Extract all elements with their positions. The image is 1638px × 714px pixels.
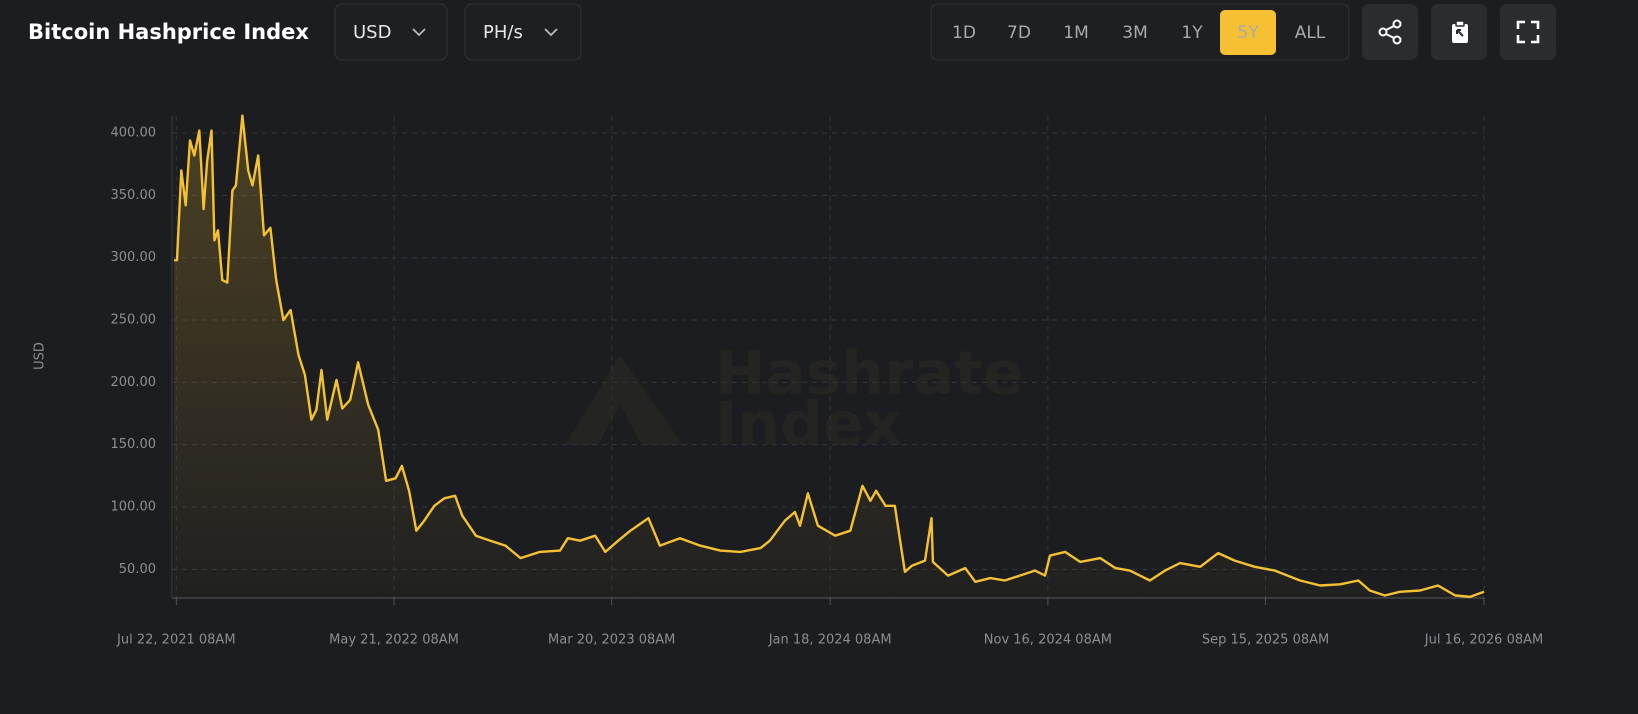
y-axis-label: USD <box>33 342 48 370</box>
fullscreen-button[interactable] <box>1500 4 1556 60</box>
range-button[interactable]: ALL <box>1295 23 1326 43</box>
x-tick-label: Jul 22, 2021 08AM <box>116 633 236 648</box>
chart-title: Bitcoin Hashprice Index <box>28 20 309 44</box>
unit-dropdown[interactable]: PH/s <box>464 3 582 61</box>
watermark-text: Index <box>715 390 902 460</box>
area-fill <box>174 115 1485 598</box>
watermark-text: Hashrate <box>715 339 1024 409</box>
dropdown-label[interactable]: USD <box>353 22 391 43</box>
y-tick-label: 350.00 <box>111 188 157 203</box>
y-tick-label: 50.00 <box>119 562 156 577</box>
dropdown-label[interactable]: PH/s <box>483 22 523 43</box>
range-button[interactable]: 1M <box>1063 23 1088 43</box>
y-tick-label: 300.00 <box>111 250 157 265</box>
share-button[interactable] <box>1362 4 1418 60</box>
x-tick-label: Sep 15, 2025 08AM <box>1202 633 1329 648</box>
y-tick-label: 200.00 <box>111 375 157 390</box>
range-button[interactable]: 1D <box>952 23 976 43</box>
x-tick-label: May 21, 2022 08AM <box>329 633 459 648</box>
x-tick-label: Mar 20, 2023 08AM <box>548 633 675 648</box>
chevron-icon <box>544 28 558 37</box>
y-tick-label: 400.00 <box>111 126 157 141</box>
x-tick-label: Jan 18, 2024 08AM <box>768 633 892 648</box>
range-button[interactable]: 5Y <box>1237 23 1259 43</box>
range-button[interactable]: 3M <box>1122 23 1147 43</box>
line <box>174 114 1485 598</box>
range-button[interactable]: 1Y <box>1181 23 1203 43</box>
chevron-icon <box>412 28 426 37</box>
y-tick-label: 100.00 <box>111 500 157 515</box>
y-tick-label: 150.00 <box>111 437 157 452</box>
watermark: Hashrate Index <box>565 339 1024 460</box>
currency-dropdown[interactable]: USD <box>334 3 448 61</box>
copy-button[interactable] <box>1431 4 1487 60</box>
range-button-active[interactable] <box>1220 10 1276 55</box>
x-tick-label: Jul 16, 2026 08AM <box>1424 633 1544 648</box>
x-tick-label: Nov 16, 2024 08AM <box>984 633 1112 648</box>
range-button[interactable]: 7D <box>1007 23 1031 43</box>
y-tick-label: 250.00 <box>111 313 157 328</box>
